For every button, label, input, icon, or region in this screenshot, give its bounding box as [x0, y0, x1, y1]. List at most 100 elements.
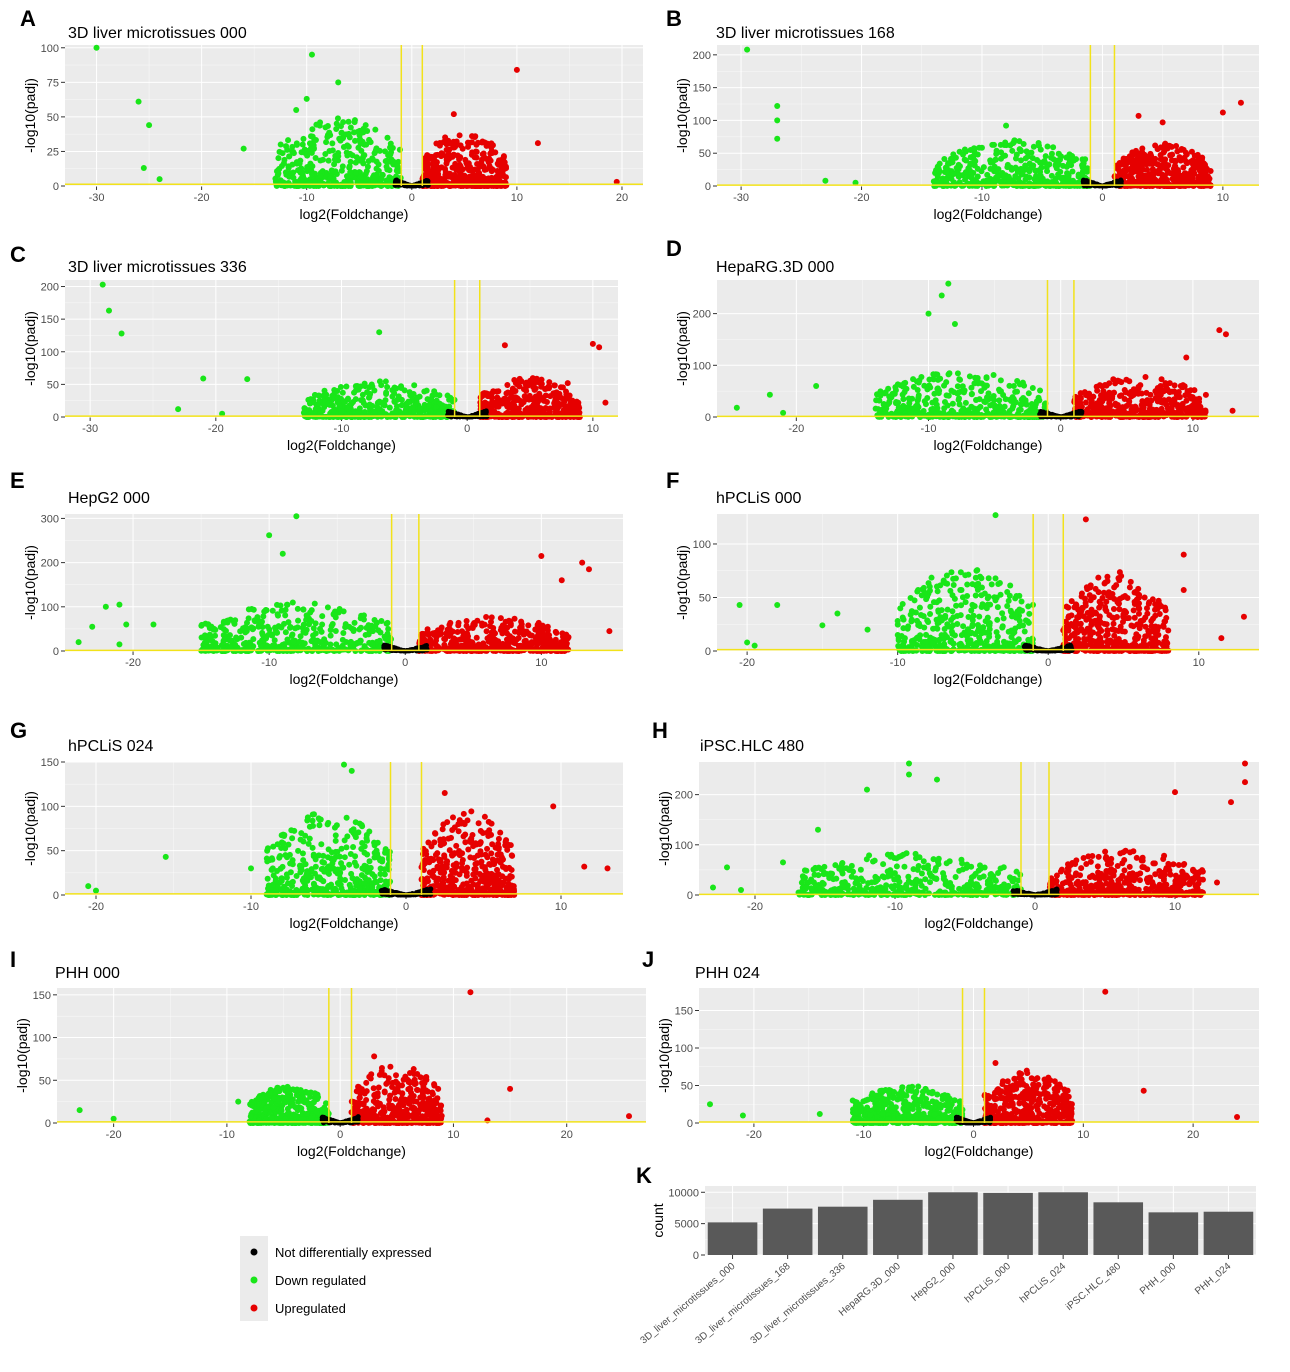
down-regulated-point	[1014, 378, 1021, 385]
down-regulated-point	[1029, 384, 1036, 391]
down-regulated-point	[983, 397, 990, 404]
down-regulated-point	[319, 156, 326, 163]
down-regulated-point	[384, 383, 391, 390]
down-regulated-point	[309, 171, 316, 178]
not-de-point	[1073, 411, 1079, 417]
down-regulated-point	[299, 141, 306, 148]
upregulated-point	[1176, 412, 1183, 419]
down-regulated-point	[369, 641, 376, 648]
down-regulated-point	[994, 173, 1001, 180]
upregulated-point	[1184, 388, 1191, 395]
down-regulated-point	[259, 624, 266, 631]
down-regulated-point	[372, 623, 379, 630]
upregulated-point	[1171, 382, 1178, 389]
down-regulated-point	[1062, 180, 1069, 187]
down-regulated-point	[780, 409, 787, 416]
x-tick-label: 0	[402, 657, 408, 669]
down-regulated-point	[336, 135, 343, 142]
down-regulated-point	[414, 394, 421, 401]
down-regulated-point	[362, 170, 369, 177]
down-regulated-point	[983, 177, 990, 184]
down-regulated-point	[872, 405, 879, 412]
y-tick-label: 200	[693, 50, 711, 62]
down-regulated-point	[310, 144, 317, 151]
y-tick-label: 0	[705, 412, 711, 424]
upregulated-point	[1087, 403, 1094, 410]
down-regulated-point	[277, 141, 284, 148]
down-regulated-point	[340, 119, 347, 126]
upregulated-point	[432, 177, 439, 184]
y-tick-label: 200	[41, 282, 59, 294]
y-tick-label: 150	[41, 314, 59, 326]
down-regulated-point	[325, 400, 332, 407]
y-tick-label: 100	[41, 347, 59, 359]
down-regulated-point	[401, 387, 408, 394]
down-regulated-point	[260, 613, 267, 620]
down-regulated-point	[1006, 382, 1013, 389]
down-regulated-point	[1044, 143, 1051, 150]
y-tick-label: 0	[53, 646, 59, 658]
down-regulated-point	[336, 605, 343, 612]
upregulated-point	[431, 158, 438, 165]
down-regulated-point	[1017, 147, 1024, 154]
down-regulated-point	[1017, 165, 1024, 172]
upregulated-point	[459, 166, 466, 173]
upregulated-point	[1116, 378, 1123, 385]
down-regulated-point	[375, 161, 382, 168]
down-regulated-point	[382, 378, 389, 385]
down-regulated-point	[993, 147, 1000, 154]
upregulated-point	[438, 153, 445, 160]
upregulated-point	[1162, 156, 1169, 163]
down-regulated-point	[1014, 388, 1021, 395]
down-regulated-point	[906, 400, 913, 407]
upregulated-point	[1164, 405, 1171, 412]
upregulated-point	[1156, 395, 1163, 402]
down-regulated-point	[347, 158, 354, 165]
down-regulated-point	[301, 640, 308, 647]
upregulated-point	[488, 165, 495, 172]
down-regulated-point	[1022, 176, 1029, 183]
down-regulated-point	[269, 607, 276, 614]
down-regulated-point	[285, 137, 292, 144]
down-regulated-point	[387, 151, 394, 158]
upregulated-point	[596, 344, 603, 351]
down-regulated-point	[300, 606, 307, 613]
down-regulated-point	[943, 169, 950, 176]
down-regulated-point	[372, 126, 379, 133]
x-axis-label: log2(Foldchange)	[934, 206, 1043, 222]
upregulated-point	[575, 403, 582, 410]
upregulated-point	[481, 139, 488, 146]
upregulated-point	[1098, 405, 1105, 412]
down-regulated-point	[300, 135, 307, 142]
down-regulated-point	[1031, 410, 1038, 417]
down-regulated-point	[289, 631, 296, 638]
down-regulated-point	[303, 95, 310, 102]
upregulated-point	[525, 622, 532, 629]
down-regulated-point	[346, 163, 353, 170]
down-regulated-point	[956, 148, 963, 155]
down-regulated-point	[1030, 143, 1037, 150]
down-regulated-point	[1037, 172, 1044, 179]
down-regulated-point	[962, 176, 969, 183]
upregulated-point	[552, 394, 559, 401]
down-regulated-point	[990, 372, 997, 379]
down-regulated-point	[372, 174, 379, 181]
down-regulated-point	[240, 145, 247, 152]
upregulated-point	[1179, 384, 1186, 391]
down-regulated-point	[340, 144, 347, 151]
down-regulated-point	[409, 404, 416, 411]
upregulated-point	[1166, 389, 1173, 396]
down-regulated-point	[317, 173, 324, 180]
down-regulated-point	[140, 165, 147, 172]
down-regulated-point	[259, 631, 266, 638]
y-tick-label: 50	[47, 112, 59, 124]
down-regulated-point	[343, 149, 350, 156]
panel-a: A3D liver microtissues 000-30 -20 -10 0 10 20…	[20, 6, 643, 222]
down-regulated-point	[1069, 168, 1076, 175]
down-regulated-point	[912, 403, 919, 410]
down-regulated-point	[971, 145, 978, 152]
down-regulated-point	[1037, 387, 1044, 394]
upregulated-point	[525, 413, 532, 420]
down-regulated-point	[262, 606, 269, 613]
